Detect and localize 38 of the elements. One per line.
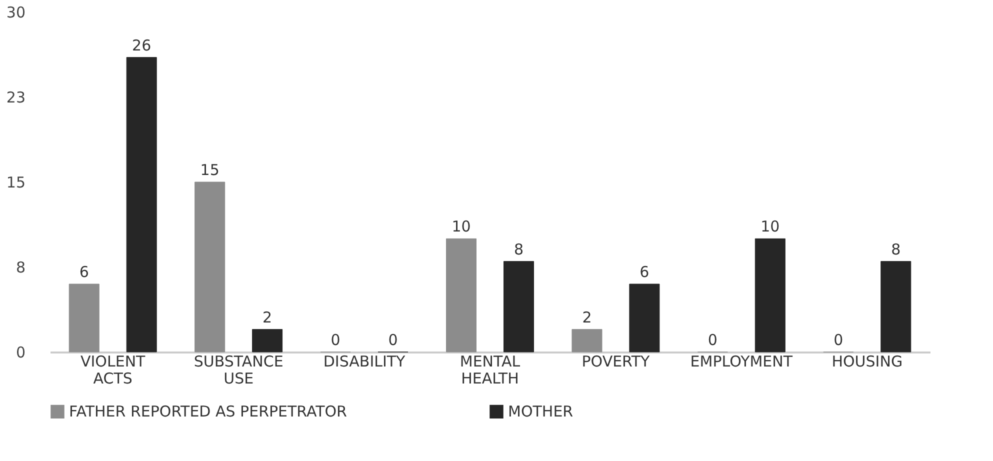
bar bbox=[446, 238, 477, 352]
data-label: 10 bbox=[760, 218, 780, 236]
bar bbox=[68, 284, 100, 352]
bar bbox=[572, 329, 602, 352]
data-label: 0 bbox=[330, 331, 340, 349]
bar bbox=[126, 57, 157, 352]
data-label: 10 bbox=[452, 218, 471, 236]
x-tick-label: POVERTY bbox=[582, 352, 651, 370]
bar bbox=[880, 261, 912, 352]
data-label: 15 bbox=[200, 161, 220, 179]
y-tick-label: 8 bbox=[16, 258, 26, 276]
bar bbox=[629, 284, 660, 352]
y-tick-label: 15 bbox=[6, 174, 26, 192]
data-label: 6 bbox=[79, 263, 89, 281]
x-tick-label: SUBSTANCE USE bbox=[194, 352, 284, 388]
bar bbox=[194, 182, 226, 352]
bar bbox=[252, 329, 283, 352]
data-label: 26 bbox=[132, 36, 152, 54]
x-tick-label: VIOLENT ACTS bbox=[80, 352, 146, 388]
x-tick-label: MENTAL HEALTH bbox=[460, 352, 521, 388]
data-label: 8 bbox=[514, 240, 524, 258]
x-tick-label: HOUSING bbox=[832, 352, 903, 370]
data-label: 0 bbox=[834, 331, 844, 349]
legend-label: FATHER REPORTED AS PERPETRATOR bbox=[69, 402, 347, 421]
x-tick-label: DISABILITY bbox=[323, 352, 406, 370]
data-label: 2 bbox=[262, 308, 272, 326]
y-tick-label: 23 bbox=[6, 88, 26, 106]
x-tick-label: EMPLOYMENT bbox=[690, 352, 794, 370]
data-label: 2 bbox=[582, 308, 592, 326]
legend-label: MOTHER bbox=[508, 402, 574, 421]
data-label: 8 bbox=[891, 240, 901, 258]
bar bbox=[754, 238, 786, 352]
data-label: 6 bbox=[640, 263, 650, 281]
y-tick-label: 0 bbox=[16, 344, 26, 362]
y-tick-label: 30 bbox=[6, 4, 26, 22]
data-label: 0 bbox=[388, 331, 398, 349]
bar bbox=[503, 261, 534, 352]
data-label: 0 bbox=[708, 331, 718, 349]
